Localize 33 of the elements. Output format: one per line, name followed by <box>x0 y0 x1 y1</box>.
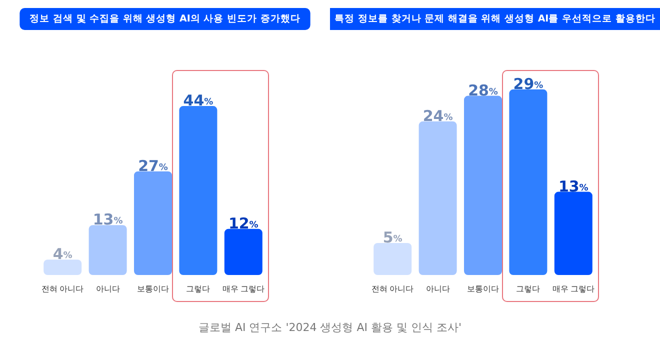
data-label: 24% <box>422 106 453 125</box>
data-label: 13% <box>558 177 588 196</box>
x-tick-label: 아니다 <box>426 284 450 294</box>
bar <box>44 260 82 275</box>
data-label: 29% <box>513 74 544 93</box>
x-tick-label: 전혀 아니다 <box>41 284 84 294</box>
x-tick-label: 그렇다 <box>186 284 210 294</box>
chart-title: 정보 검색 및 수집을 위해 생성형 AI의 사용 빈도가 증가했다 <box>30 14 300 24</box>
x-tick-label: 아니다 <box>96 284 120 294</box>
data-label: 12% <box>228 214 258 232</box>
x-tick-label: 매우 그렇다 <box>552 284 595 294</box>
data-label: 27% <box>138 156 168 175</box>
bar <box>179 106 218 275</box>
data-label: 5% <box>382 228 402 246</box>
bar <box>509 89 548 275</box>
bar <box>224 228 262 275</box>
data-label: 28% <box>468 81 498 100</box>
data-label: 13% <box>92 210 123 229</box>
x-tick-label: 전혀 아니다 <box>371 284 414 294</box>
x-tick-label: 매우 그렇다 <box>222 284 265 294</box>
x-tick-label: 그렇다 <box>516 284 540 294</box>
data-label: 44% <box>183 92 214 110</box>
bar <box>88 225 127 275</box>
bar <box>554 192 592 275</box>
text: 글로벌 AI 연구소 '2024 생성형 AI 활용 및 인식 조사' <box>197 320 463 335</box>
x-tick-label: 보통이다 <box>137 284 169 294</box>
x-tick-label: 보통이다 <box>467 284 499 294</box>
bar <box>464 96 502 275</box>
bar <box>418 121 457 275</box>
bar <box>374 243 412 275</box>
chart-title: 특정 정보를 찾거나 문제 해결을 위해 생성형 AI를 우선적으로 활용한다 <box>334 14 656 24</box>
bar <box>134 171 172 275</box>
data-label: 4% <box>52 245 72 264</box>
